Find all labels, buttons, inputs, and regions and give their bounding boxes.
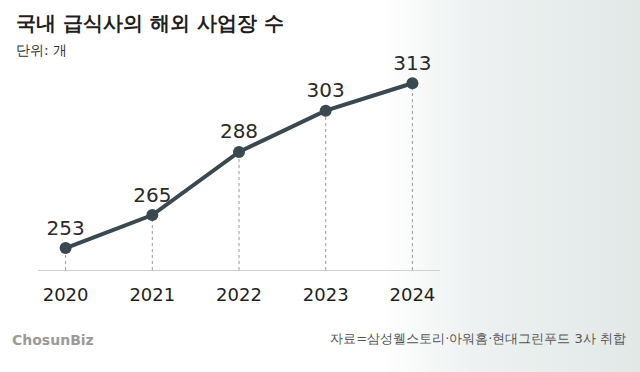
svg-text:2024: 2024 <box>389 284 435 305</box>
html-text:ChosunBiz: ChosunBiz <box>12 332 94 348</box>
html-text:자료=삼성웰스토리·아워홈·현대그린푸드 3사 취합: 자료=삼성웰스토리·아워홈·현대그린푸드 3사 취합 <box>330 331 626 346</box>
svg-text:2023: 2023 <box>303 284 349 305</box>
svg-text:288: 288 <box>220 119 258 143</box>
svg-text:2022: 2022 <box>216 284 262 305</box>
svg-text:313: 313 <box>393 51 431 75</box>
svg-text:265: 265 <box>133 183 171 207</box>
html-text:단위: 개: 단위: 개 <box>16 42 68 58</box>
svg-text:303: 303 <box>307 78 345 102</box>
svg-text:253: 253 <box>47 216 85 240</box>
svg-text:2020: 2020 <box>43 284 89 305</box>
html-text:국내 급식사의 해외 사업장 수: 국내 급식사의 해외 사업장 수 <box>16 11 284 35</box>
svg-text:2021: 2021 <box>129 284 175 305</box>
